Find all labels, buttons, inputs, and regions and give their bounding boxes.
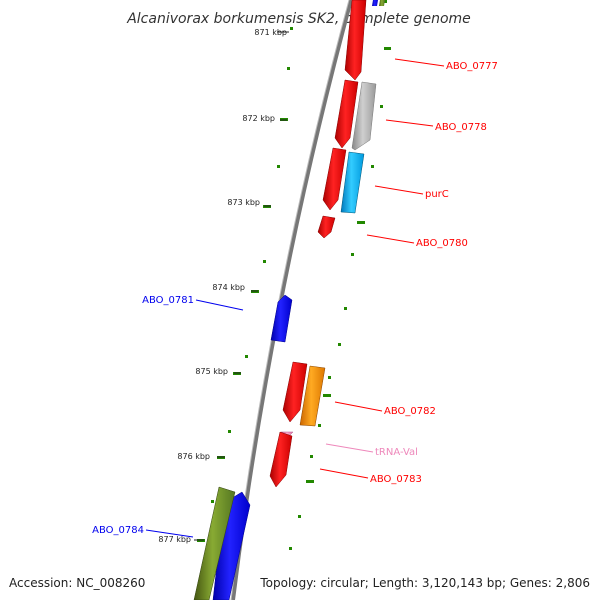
feature-top-olive [379,0,385,6]
tick-label: 873 kbp [227,198,260,207]
features [193,0,385,600]
tick-labels: 871 kbp 872 kbp 873 kbp 874 kbp 875 kbp … [158,28,287,544]
feature-arrow-abo0782[interactable] [282,361,308,423]
gene-label-abo0782[interactable]: ABO_0782 [384,406,436,417]
feature-arrow-abo0777[interactable] [344,0,367,81]
gene-label-abo0783[interactable]: ABO_0783 [370,474,422,485]
genome-summary-text: Topology: circular; Length: 3,120,143 bp… [260,576,590,590]
gene-label-abo0780[interactable]: ABO_0780 [416,238,468,249]
feature-arrow-olive[interactable] [193,486,236,600]
feature-arrow-abo0783[interactable] [269,431,293,488]
feature-arrow-abo0778[interactable] [334,79,359,149]
gc-dashes-outer [289,0,391,550]
tick-label: 877 kbp [158,535,191,544]
feature-arrow-cyan[interactable] [340,151,365,214]
gene-label-purc[interactable]: purC [425,189,449,200]
feature-arrow-gray[interactable] [351,81,377,151]
accession-text: Accession: NC_008260 [9,576,146,590]
gene-label-trna-val[interactable]: tRNA-Val [375,447,418,458]
tick-label: 875 kbp [195,367,228,376]
tick-label: 876 kbp [177,452,210,461]
label-leaders [145,58,445,538]
feature-arrow-purc[interactable] [322,147,347,211]
gene-label-abo0781[interactable]: ABO_0781 [142,295,194,306]
tick-label: 871 kbp [254,28,287,37]
feature-arrow-abo0780[interactable] [317,215,336,239]
feature-top-blue [372,0,378,6]
map-title: Alcanivorax borkumensis SK2, complete ge… [126,11,471,27]
tick-marks [194,31,289,541]
feature-arrow-orange[interactable] [299,365,326,427]
tick-label: 874 kbp [212,283,245,292]
gene-labels: ABO_0777 ABO_0778 purC ABO_0780 ABO_0781… [92,61,498,536]
gene-label-abo0777[interactable]: ABO_0777 [446,61,498,72]
gene-label-abo0784[interactable]: ABO_0784 [92,525,144,536]
gene-label-abo0778[interactable]: ABO_0778 [435,122,487,133]
feature-arrow-abo0781[interactable] [270,294,293,343]
tick-label: 872 kbp [242,114,275,123]
